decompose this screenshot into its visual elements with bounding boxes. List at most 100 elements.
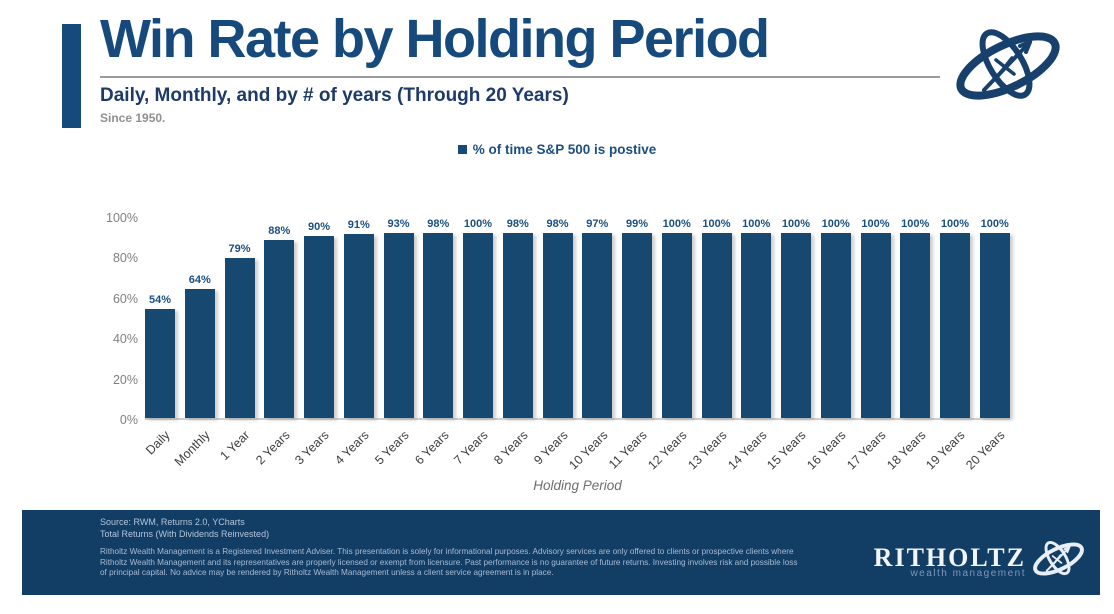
bar-column: 100% (701, 218, 732, 418)
bar-column: 100% (463, 218, 493, 418)
x-tick-cell: 10 Years (566, 424, 612, 486)
bar-column: 99% (622, 218, 652, 418)
y-tick-label: 60% (112, 291, 138, 306)
bar-column: 91% (343, 218, 374, 418)
x-tick-label: 7 Years (451, 428, 491, 468)
x-tick-cell: 14 Years (725, 424, 771, 486)
bar (741, 233, 772, 418)
bar (701, 233, 732, 418)
bar-value-label: 98% (546, 218, 569, 230)
bar (860, 233, 891, 418)
bar-value-label: 98% (506, 218, 529, 230)
legend-label: % of time S&P 500 is postive (472, 142, 657, 157)
bar (820, 233, 851, 418)
bar-column: 100% (741, 218, 772, 418)
bar (145, 308, 175, 418)
x-tick-cell: 1 Year (217, 424, 255, 486)
x-tick-cell: 13 Years (685, 424, 732, 486)
bar-value-label: 90% (307, 221, 331, 234)
bar-column: 88% (264, 218, 295, 418)
page-subtitle: Daily, Monthly, and by # of years (Throu… (100, 85, 569, 106)
x-tick-label: Monthly (171, 428, 213, 469)
bar-value-label: 91% (347, 219, 370, 232)
bar-value-label: 93% (387, 218, 410, 230)
x-tick-cell: 17 Years (844, 424, 891, 486)
bar (224, 258, 255, 418)
bar-column: 79% (224, 218, 255, 418)
x-tick-cell: 8 Years (491, 424, 533, 486)
bar-value-label: 100% (940, 218, 970, 230)
x-axis-labels: Daily Monthly 1 Year 2 Years 3 Years 4 Years 5… (143, 424, 1010, 486)
page-title: Win Rate by Holding Period (100, 9, 770, 69)
bar-value-label: 100% (781, 218, 811, 230)
y-tick-label: 20% (112, 372, 138, 387)
bar (940, 233, 970, 418)
bar-column: 100% (820, 218, 851, 418)
x-tick-cell: 3 Years (293, 424, 334, 486)
x-axis-title: Holding Period (533, 478, 622, 493)
bar-column: 93% (383, 218, 414, 418)
x-tick-cell: 18 Years (884, 424, 930, 486)
x-tick-cell: 11 Years (606, 424, 652, 486)
brand-name: RITHOLTZ (873, 543, 1026, 572)
ritholtz-orbit-logo-small-icon (1030, 534, 1088, 591)
since-note: Since 1950. (100, 111, 166, 125)
bar-value-label: 100% (463, 218, 493, 230)
bar (542, 233, 573, 418)
bar-value-label: 54% (148, 293, 172, 306)
x-tick-label: 2 Years (252, 428, 293, 468)
x-tick-cell: 19 Years (924, 424, 970, 486)
x-tick-label: 4 Years (332, 428, 372, 468)
bar-value-label: 100% (861, 218, 890, 230)
bar-column: 98% (502, 218, 533, 418)
bar (900, 233, 931, 418)
bar-column: 100% (860, 218, 891, 418)
bar (781, 233, 811, 418)
x-tick-label: 11 Years (606, 428, 650, 472)
bar-value-label: 100% (901, 218, 930, 230)
bar-value-label: 100% (702, 218, 731, 230)
bar (304, 236, 334, 418)
ritholtz-orbit-logo-icon (950, 16, 1068, 125)
x-tick-cell: 4 Years (332, 424, 374, 486)
bar-value-label: 100% (980, 218, 1009, 230)
x-tick-cell: 5 Years (372, 424, 414, 486)
title-accent-bar (62, 24, 81, 128)
bar (622, 233, 652, 418)
y-tick-label: 40% (112, 332, 138, 347)
bar-value-label: 100% (821, 218, 850, 230)
x-tick-label: 5 Years (372, 428, 412, 468)
bar (502, 233, 533, 418)
x-tick-cell: Monthly (172, 424, 215, 486)
source-line-2: Total Returns (With Dividends Reinvested… (100, 528, 270, 539)
bar (979, 233, 1010, 418)
bar (343, 234, 374, 418)
x-tick-cell: 2 Years (253, 424, 294, 486)
bar-column: 100% (781, 218, 811, 418)
bar (383, 233, 414, 418)
x-tick-label: 3 Years (292, 428, 332, 468)
bar (463, 233, 493, 418)
title-underline (100, 76, 940, 78)
bar-value-label: 97% (586, 218, 609, 230)
y-tick-label: 100% (106, 211, 138, 225)
x-tick-cell: 15 Years (765, 424, 811, 486)
y-tick-label: 0% (119, 413, 138, 427)
bar-value-label: 99% (625, 218, 649, 230)
bar-value-label: 100% (662, 218, 691, 230)
bar-column: 98% (542, 218, 573, 418)
bar (184, 288, 215, 418)
bar-chart: 0% 20% 40% 60% 80% 100% 54% 64% 79% 88% 90% 91% 93%… (60, 210, 1040, 510)
bar-column: 100% (979, 218, 1010, 418)
bar-value-label: 88% (268, 225, 291, 238)
x-tick-cell: 7 Years (452, 424, 493, 486)
y-tick-label: 80% (112, 251, 138, 266)
bar-column: 90% (304, 218, 334, 418)
plot-area: 54% 64% 79% 88% 90% 91% 93% 98% 100% 98% 98% 97% 99%… (145, 218, 1010, 420)
bar-value-label: 64% (188, 273, 211, 286)
bar (661, 233, 692, 418)
bar-value-label: 100% (742, 218, 771, 230)
footer-band: Source: RWM, Returns 2.0, YCharts Total … (22, 510, 1100, 595)
x-tick-cell: 12 Years (645, 424, 692, 486)
bar-column: 98% (423, 218, 454, 418)
